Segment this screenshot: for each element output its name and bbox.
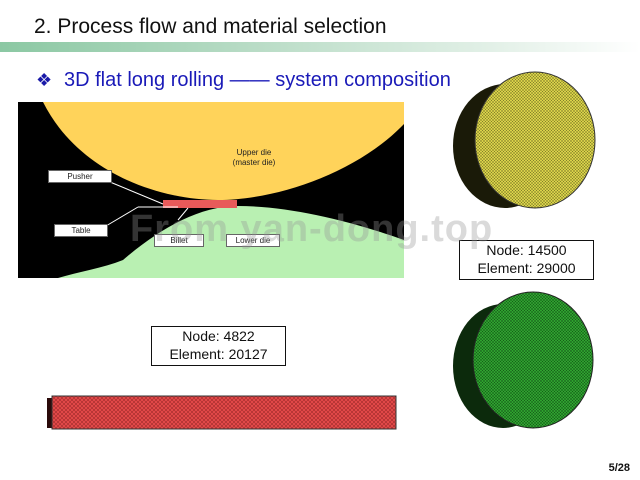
billet-mesh	[47, 395, 397, 430]
billet-mesh-end	[47, 398, 53, 428]
upper-die-shape	[43, 102, 404, 200]
lower-die-mesh-face	[472, 291, 594, 429]
upper-die-mesh-info: Node: 14500 Element: 29000	[459, 240, 594, 280]
billet-node-count: Node: 4822	[182, 328, 255, 344]
watermark-text: From yan-dong.top	[130, 208, 494, 250]
table-leader-line	[105, 206, 139, 227]
billet-shape	[163, 200, 237, 208]
upper-die-label-text: Upper die	[236, 148, 272, 157]
upper-die-mesh	[453, 71, 596, 209]
upper-die-element-count: Element: 29000	[477, 260, 576, 276]
billet-mesh-info: Node: 4822 Element: 20127	[151, 326, 286, 366]
slide-title: 2. Process flow and material selection	[34, 15, 387, 38]
slide-subtitle: 3D flat long rolling —— system compositi…	[64, 69, 451, 91]
diamond-bullet-icon: ❖	[36, 70, 53, 90]
rolling-system-diagram: Upper die (master die) Pusher Table Bill…	[18, 102, 404, 278]
pusher-leader-line	[109, 181, 164, 205]
table-label: Table	[54, 224, 108, 237]
title-underline-bar	[0, 42, 640, 52]
page-number: 5/28	[608, 462, 630, 474]
billet-mesh-body	[51, 395, 397, 430]
upper-die-label: Upper die (master die)	[214, 148, 294, 168]
billet-leader-line	[177, 207, 189, 221]
upper-die-node-count: Node: 14500	[486, 242, 567, 258]
pusher-label: Pusher	[48, 170, 112, 183]
upper-die-note-text: (master die)	[232, 158, 276, 167]
diagram-canvas	[18, 102, 404, 278]
billet-element-count: Element: 20127	[169, 346, 268, 362]
upper-die-mesh-face	[474, 71, 596, 209]
lower-die-mesh	[453, 291, 594, 429]
billet-label: Billet	[154, 234, 204, 247]
lower-die-label: Lower die	[226, 234, 280, 247]
